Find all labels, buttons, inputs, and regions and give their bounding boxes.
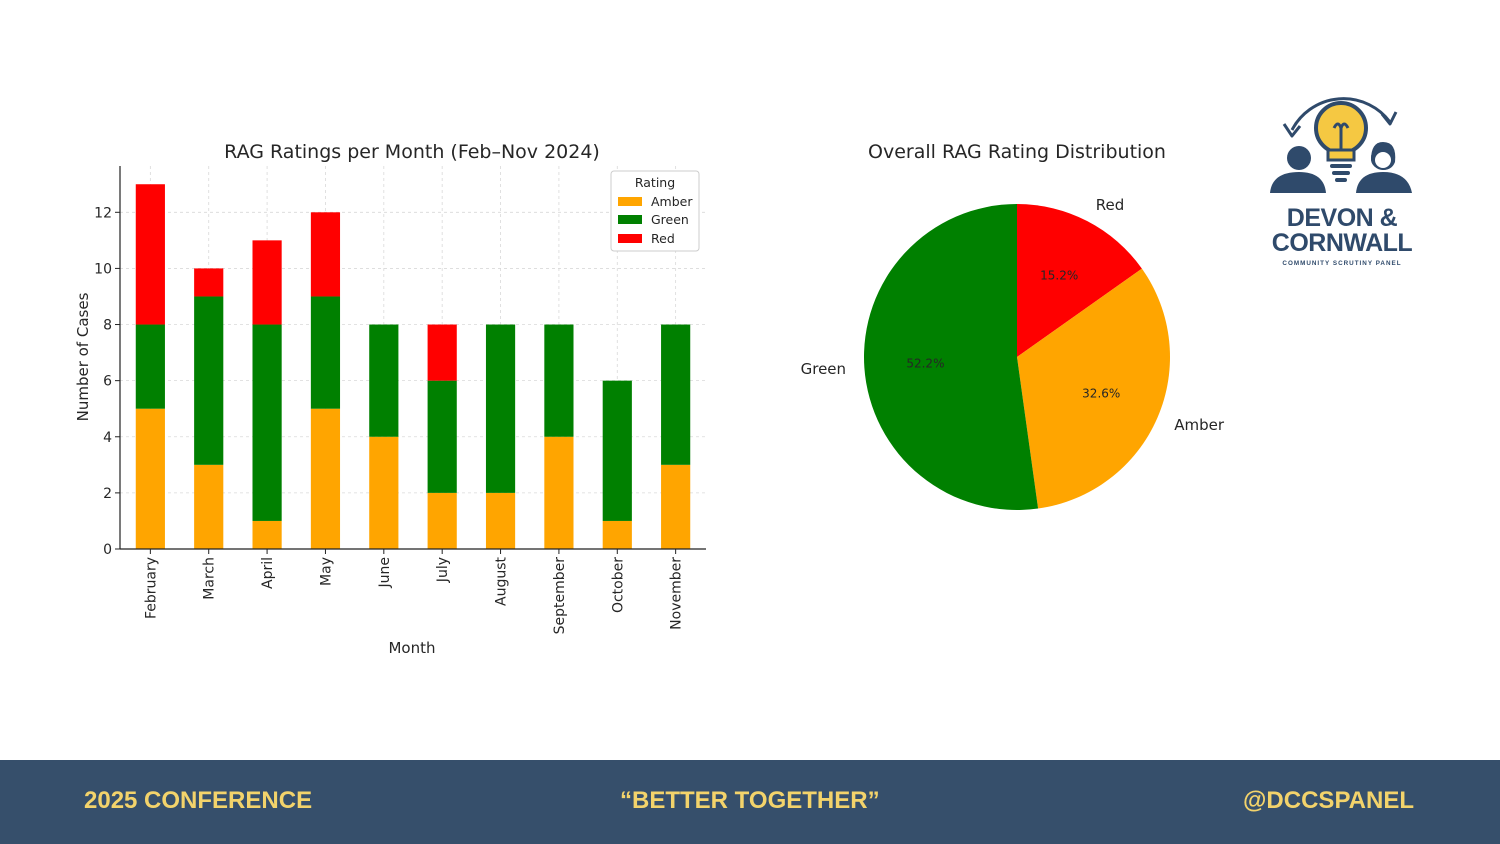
devon-cornwall-logo: DEVON & CORNWALL COMMUNITY SCRUTINY PANE…: [1262, 80, 1422, 275]
bar-amber-april: [252, 520, 282, 549]
x-tick-label: February: [143, 557, 159, 619]
bar-amber-september: [544, 436, 574, 549]
bar-amber-october: [602, 520, 632, 549]
legend: Rating Amber Green Red: [610, 170, 700, 252]
x-tick-label: August: [494, 556, 510, 606]
bar-green-october: [602, 380, 632, 521]
pie-slice-amber: [1017, 268, 1170, 509]
bar-red-february: [135, 184, 165, 325]
legend-swatch-amber: [618, 197, 642, 206]
pie-pct-green: 52.2%: [906, 356, 944, 370]
legend-swatch-red: [618, 234, 642, 243]
bar-green-november: [661, 324, 691, 465]
x-tick-label: November: [669, 557, 685, 630]
bar-green-march: [194, 296, 224, 465]
pie-pct-amber: 32.6%: [1082, 386, 1120, 400]
y-tick-label: 6: [103, 374, 112, 390]
legend-label-red: Red: [651, 231, 675, 246]
bars: [135, 184, 691, 549]
pie-slices: [864, 204, 1170, 510]
x-axis-ticks: February March April May June July August Septe…: [143, 549, 685, 635]
bar-green-april: [252, 324, 282, 521]
bar-red-may: [310, 212, 341, 297]
x-tick-label: May: [318, 557, 334, 586]
bar-red-april: [252, 240, 282, 325]
pie-labels: 15.2% Red 32.6% Amber 52.2% Green: [801, 196, 1225, 434]
pie-label-red: Red: [1096, 196, 1125, 214]
charts-canvas: RAG Ratings per Month (Feb–Nov 2024) 0 2 4…: [74, 141, 1225, 657]
y-tick-label: 10: [94, 261, 112, 277]
pie-chart: Overall RAG Rating Distribution 15.2% Red…: [801, 141, 1225, 510]
pie-slice-green: [864, 204, 1039, 510]
x-axis-label: Month: [388, 639, 435, 657]
bar-green-august: [485, 324, 516, 493]
x-tick-label: September: [552, 557, 568, 635]
bar-amber-march: [194, 464, 224, 549]
legend-title: Rating: [635, 175, 675, 190]
bar-green-february: [135, 324, 165, 409]
logo-subtitle: COMMUNITY SCRUTINY PANEL: [1282, 260, 1402, 267]
bar-chart-title: RAG Ratings per Month (Feb–Nov 2024): [224, 141, 600, 163]
legend-swatch-green: [618, 215, 642, 224]
y-axis-ticks: 0 2 4 6 8 10 12: [94, 205, 120, 558]
bar-green-june: [369, 324, 399, 437]
bar-amber-july: [427, 492, 457, 549]
bar-chart: RAG Ratings per Month (Feb–Nov 2024) 0 2 4…: [74, 141, 706, 657]
bar-green-may: [310, 296, 341, 409]
x-tick-label: April: [260, 557, 276, 589]
footer-conference: 2025 CONFERENCE: [84, 787, 313, 814]
pie-chart-title: Overall RAG Rating Distribution: [868, 141, 1166, 163]
bar-green-july: [427, 380, 457, 493]
lightbulb-with-people-icon: [1270, 97, 1412, 193]
bar-amber-february: [135, 408, 165, 549]
x-tick-label: March: [202, 557, 218, 600]
y-tick-label: 2: [103, 486, 112, 502]
pie-pct-red: 15.2%: [1040, 268, 1078, 282]
legend-box: [610, 170, 700, 252]
pie-slice-red: [1017, 204, 1142, 357]
legend-label-amber: Amber: [651, 194, 693, 209]
y-tick-label: 0: [103, 542, 112, 558]
bar-amber-june: [369, 436, 399, 549]
x-tick-label: October: [610, 557, 626, 613]
footer-bar: 2025 CONFERENCE “BETTER TOGETHER” @DCCSP…: [0, 760, 1500, 844]
x-tick-label: June: [377, 557, 393, 589]
bar-green-september: [544, 324, 574, 437]
y-axis-label: Number of Cases: [74, 292, 92, 421]
footer-handle: @DCCSPANEL: [1243, 787, 1414, 814]
bar-amber-august: [485, 492, 516, 549]
x-tick-label: July: [435, 557, 451, 583]
logo-line-2: CORNWALL: [1271, 229, 1413, 257]
pie-label-green: Green: [801, 360, 846, 378]
bar-red-july: [427, 324, 457, 381]
bar-red-march: [194, 268, 224, 297]
y-tick-label: 12: [94, 205, 112, 221]
bar-amber-may: [310, 408, 341, 549]
legend-label-green: Green: [651, 212, 689, 227]
y-tick-label: 4: [103, 430, 112, 446]
bar-amber-november: [661, 464, 691, 549]
logo-line-1: DEVON &: [1286, 204, 1398, 232]
y-tick-label: 8: [103, 318, 112, 334]
pie-label-amber: Amber: [1174, 416, 1225, 434]
footer-slogan: “BETTER TOGETHER”: [620, 787, 880, 814]
